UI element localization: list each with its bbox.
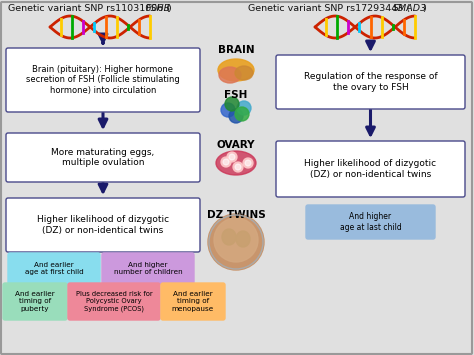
Circle shape [233,162,243,172]
Circle shape [225,97,239,111]
Circle shape [208,214,264,270]
Text: FSHB: FSHB [146,4,171,13]
Text: OVARY: OVARY [217,140,255,150]
FancyBboxPatch shape [6,48,200,112]
Ellipse shape [216,151,256,175]
Ellipse shape [235,66,253,80]
FancyBboxPatch shape [306,205,435,239]
Text: FSH: FSH [224,90,248,100]
FancyBboxPatch shape [8,253,100,284]
Circle shape [245,160,251,166]
Text: Regulation of the response of
the ovary to FSH: Regulation of the response of the ovary … [304,72,438,92]
FancyBboxPatch shape [276,55,465,109]
Text: Higher likelihood of dizygotic
(DZ) or non-identical twins: Higher likelihood of dizygotic (DZ) or n… [37,215,169,235]
Circle shape [243,158,253,168]
Text: And higher
age at last child: And higher age at last child [340,212,401,232]
Text: And higher
number of children: And higher number of children [114,262,182,275]
Circle shape [229,154,235,160]
Text: Higher likelihood of dizygotic
(DZ) or non-identical twins: Higher likelihood of dizygotic (DZ) or n… [304,159,437,179]
Circle shape [237,101,251,115]
Text: And earlier
age at first child: And earlier age at first child [25,262,83,275]
Text: Brain (pituitary): Higher hormone
secretion of FSH (Follicle stimulating
hormone: Brain (pituitary): Higher hormone secret… [26,65,180,95]
Text: ): ) [422,4,426,13]
Ellipse shape [218,59,254,81]
Text: SMAD3: SMAD3 [393,4,427,13]
FancyBboxPatch shape [102,253,194,284]
Ellipse shape [222,229,236,245]
FancyBboxPatch shape [161,283,225,320]
FancyBboxPatch shape [3,283,67,320]
Circle shape [227,152,237,162]
FancyBboxPatch shape [6,198,200,252]
Text: And earlier
timing of
menopause: And earlier timing of menopause [172,291,214,311]
Circle shape [235,107,249,121]
Circle shape [214,218,258,262]
Ellipse shape [236,231,250,247]
FancyBboxPatch shape [276,141,465,197]
Circle shape [221,103,235,117]
Ellipse shape [219,67,241,83]
FancyBboxPatch shape [6,133,200,182]
Text: Genetic variant SNP rs17293443 (: Genetic variant SNP rs17293443 ( [248,4,410,13]
Circle shape [223,159,229,165]
Circle shape [221,157,231,167]
Text: More maturating eggs,
multiple ovulation: More maturating eggs, multiple ovulation [51,148,155,167]
Text: ): ) [167,4,171,13]
Circle shape [229,109,243,123]
FancyBboxPatch shape [68,283,160,320]
Text: DZ TWINS: DZ TWINS [207,210,265,220]
Text: And earlier
timing of
puberty: And earlier timing of puberty [15,291,55,311]
Text: BRAIN: BRAIN [218,45,255,55]
Text: Plus decreased risk for
Polycystic Ovary
Syndrome (PCOS): Plus decreased risk for Polycystic Ovary… [76,291,152,312]
Text: Genetic variant SNP rs11031006 (: Genetic variant SNP rs11031006 ( [8,4,170,13]
Circle shape [235,164,241,170]
